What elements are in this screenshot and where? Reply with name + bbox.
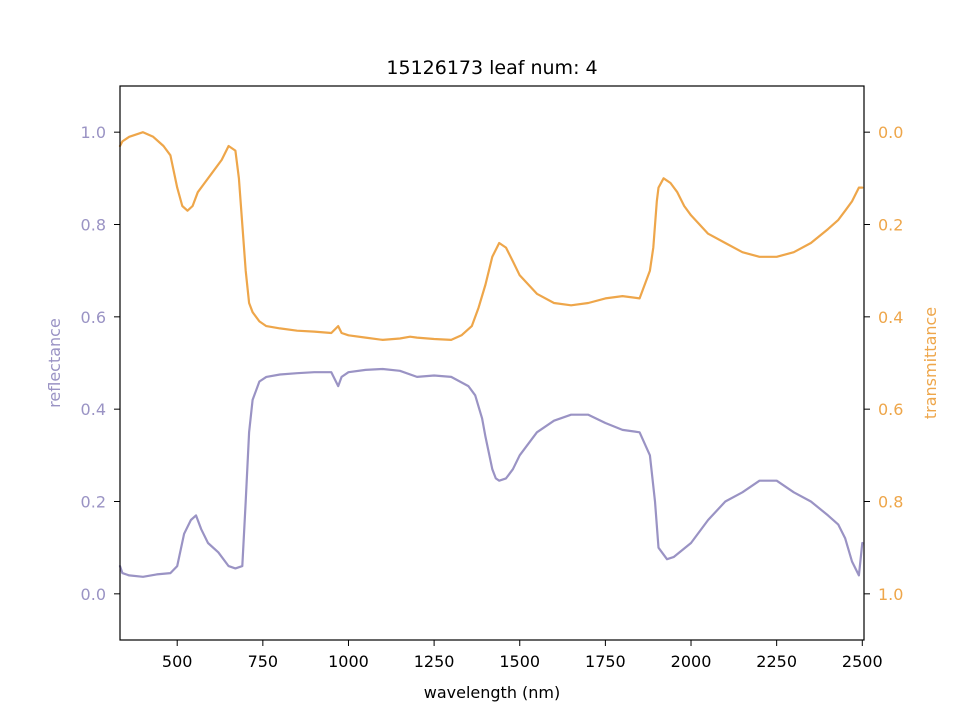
right-y-tick-label: 0.2 — [878, 216, 903, 235]
left-y-tick-label: 0.6 — [81, 308, 106, 327]
right-y-tick-label: 1.0 — [878, 585, 903, 604]
series-line-reflectance — [118, 367, 864, 578]
left-y-tick-label: 0.4 — [81, 400, 106, 419]
left-y-tick-label: 0.2 — [81, 493, 106, 512]
series-layer — [118, 131, 864, 578]
left-y-tick-label: 0.0 — [81, 585, 106, 604]
left-y-axis-label: reflectance — [45, 318, 64, 408]
right-y-tick-label: 0.4 — [878, 308, 903, 327]
left-y-tick-label: 1.0 — [81, 123, 106, 142]
right-y-axis-label: transmittance — [921, 307, 940, 419]
plot-frame — [119, 85, 865, 641]
series-line-transmittance — [118, 131, 864, 341]
x-tick-label: 500 — [162, 652, 193, 671]
right-y-tick-label: 0.6 — [878, 400, 903, 419]
right-y-axis-ticks: 0.0 0.2 0.4 0.6 0.8 1.0 — [864, 123, 903, 604]
right-y-tick-label: 0.0 — [878, 123, 903, 142]
x-tick-label: 2500 — [842, 652, 883, 671]
x-tick-label: 1500 — [499, 652, 540, 671]
x-tick-label: 1250 — [414, 652, 455, 671]
chart-title: 15126173 leaf num: 4 — [386, 57, 597, 79]
x-axis-label: wavelength (nm) — [424, 683, 561, 702]
x-tick-label: 1750 — [585, 652, 626, 671]
plot-area — [120, 86, 864, 640]
x-axis-ticks: 500 750 1000 1250 1500 1750 2000 2250 2500 — [162, 640, 883, 671]
left-y-axis-ticks: 0.0 0.2 0.4 0.6 0.8 1.0 — [81, 123, 120, 604]
x-tick-label: 2250 — [756, 652, 797, 671]
x-tick-label: 750 — [248, 652, 279, 671]
right-y-tick-label: 0.8 — [878, 493, 903, 512]
x-tick-label: 2000 — [671, 652, 712, 671]
x-tick-label: 1000 — [328, 652, 369, 671]
left-y-tick-label: 0.8 — [81, 216, 106, 235]
